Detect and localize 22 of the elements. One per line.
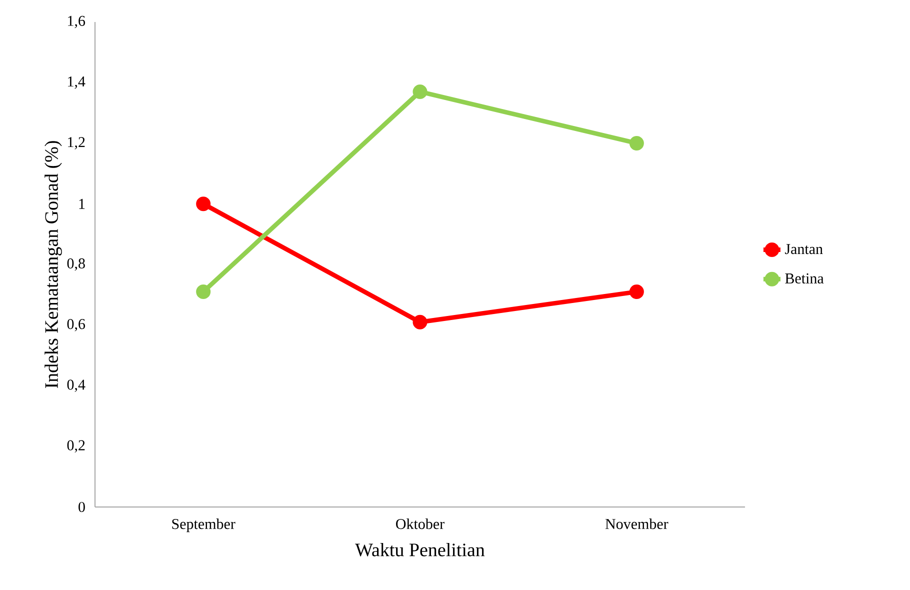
- y-tick-label: 0,8: [67, 258, 85, 271]
- x-axis-title: Waktu Penelitian: [355, 542, 485, 556]
- y-tick-label: 1,4: [68, 76, 86, 89]
- point: [412, 314, 428, 330]
- legend-label: Betina: [785, 273, 824, 284]
- x-tick-label: September: [172, 518, 236, 532]
- y-tick-label: 1: [79, 198, 85, 209]
- y-tick-label: 1,6: [68, 16, 86, 28]
- y-tick-label: 1,2: [68, 137, 85, 150]
- x-tick-label: Oktober: [396, 518, 444, 530]
- point: [629, 284, 644, 300]
- point: [412, 84, 428, 99]
- point: [196, 284, 211, 300]
- y-tick-label: 0: [78, 502, 85, 512]
- y-tick-label: 0,6: [67, 318, 86, 332]
- legend-label: Jantan: [785, 244, 823, 254]
- point: [629, 136, 644, 150]
- point: [196, 196, 211, 212]
- y-axis-title: Indeks Kemataangan Gonad (%): [44, 141, 62, 388]
- y-tick-label: 0,4: [67, 380, 86, 392]
- y-tick-label: 0,2: [67, 440, 85, 453]
- x-tick-label: November: [605, 518, 668, 530]
